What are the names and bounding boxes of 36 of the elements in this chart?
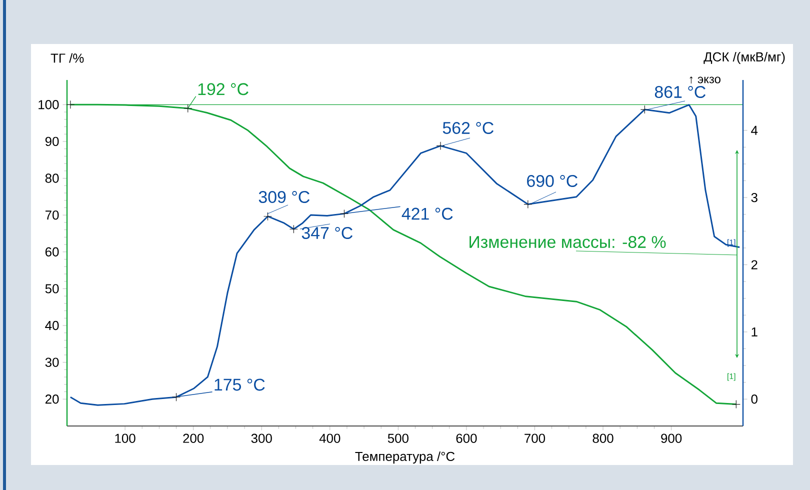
annotation: 175 °C <box>214 378 265 391</box>
x-tick-label: 800 <box>592 434 614 443</box>
annotation: ↑ экзо <box>690 76 720 84</box>
y-axis-title: ТГ /% <box>50 53 84 63</box>
y-tick-label: 50 <box>45 284 59 294</box>
x-tick-label: 500 <box>388 434 408 443</box>
annotation: 309 °C <box>258 190 310 203</box>
y-tick-label: 90 <box>45 136 59 146</box>
x-tick-label: 300 <box>251 434 272 443</box>
x-tick-label: 600 <box>456 434 477 443</box>
x-tick-label: 100 <box>115 434 136 443</box>
y2-tick-label: 3 <box>751 192 758 202</box>
x-axis-title: Температура /°C <box>355 452 455 464</box>
y-tick-label: 70 <box>46 210 59 220</box>
x-tick-label: 200 <box>183 434 204 443</box>
y2-tick-label: 0 <box>751 394 758 404</box>
annotation: 421 °C <box>402 208 453 220</box>
y2-axis-title: ДСК /(мкВ/мг) <box>704 52 785 64</box>
annotation: 861 °C <box>654 86 706 98</box>
y-tick-label: 30 <box>45 358 59 367</box>
x-tick-label: 400 <box>319 434 340 443</box>
y2-tick-label: 1 <box>752 327 758 336</box>
y-tick-label: 80 <box>45 174 59 183</box>
y2-tick-label: 4 <box>751 126 758 135</box>
y-tick-label: 100 <box>38 100 59 110</box>
x-tick-label: 900 <box>661 434 682 443</box>
annotation: 347 °C <box>302 226 353 239</box>
x-tick-label: 700 <box>524 434 546 443</box>
y-tick-label: 20 <box>45 394 59 404</box>
y-tick-label: 60 <box>45 247 59 256</box>
annotation: Изменение массы: -82 % <box>470 236 666 248</box>
annotation: 562 °C <box>442 122 494 134</box>
annotation: 690 °C <box>527 174 578 187</box>
annotation: 192 °C <box>198 83 248 96</box>
y-tick-label: 40 <box>45 320 59 330</box>
y2-tick-label: 2 <box>751 260 758 270</box>
